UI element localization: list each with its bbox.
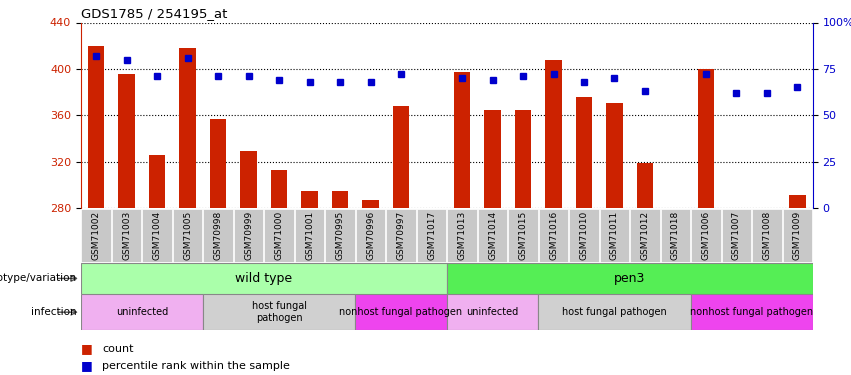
Text: GSM71004: GSM71004 [152, 211, 162, 260]
Bar [637, 163, 654, 208]
Text: uninfected: uninfected [116, 307, 168, 317]
Text: GDS1785 / 254195_at: GDS1785 / 254195_at [81, 7, 227, 20]
Bar [447, 294, 538, 330]
Text: GSM71005: GSM71005 [183, 211, 192, 260]
Bar [112, 209, 141, 262]
Text: count: count [102, 344, 134, 354]
Bar [478, 209, 507, 262]
Bar [386, 209, 415, 262]
Bar [265, 209, 294, 262]
Text: GSM71017: GSM71017 [427, 211, 436, 260]
Text: GSM70997: GSM70997 [397, 211, 406, 260]
Text: GSM71014: GSM71014 [488, 211, 497, 260]
Bar [355, 294, 447, 330]
Text: uninfected: uninfected [466, 307, 518, 317]
Text: GSM71000: GSM71000 [275, 211, 283, 260]
Bar [606, 102, 623, 208]
Bar [325, 209, 355, 262]
Text: host fungal pathogen: host fungal pathogen [563, 307, 667, 317]
Text: GSM71016: GSM71016 [549, 211, 558, 260]
Bar [417, 209, 446, 262]
Text: GSM71018: GSM71018 [671, 211, 680, 260]
Text: GSM71011: GSM71011 [610, 211, 619, 260]
Bar [301, 191, 318, 208]
Text: GSM70998: GSM70998 [214, 211, 223, 260]
Text: infection: infection [31, 307, 77, 317]
Bar [209, 119, 226, 208]
Text: GSM71003: GSM71003 [122, 211, 131, 260]
Bar [149, 155, 165, 208]
Text: GSM71001: GSM71001 [305, 211, 314, 260]
Bar [631, 209, 660, 262]
Bar [271, 170, 288, 208]
Text: GSM71012: GSM71012 [641, 211, 649, 260]
Text: GSM71002: GSM71002 [92, 211, 100, 260]
Bar [575, 97, 592, 208]
Text: GSM71015: GSM71015 [518, 211, 528, 260]
Bar [698, 69, 714, 208]
Bar [484, 110, 501, 208]
Text: wild type: wild type [235, 272, 293, 285]
Bar [356, 209, 386, 262]
Bar [783, 209, 812, 262]
Text: ■: ■ [81, 359, 93, 372]
Text: GSM71007: GSM71007 [732, 211, 741, 260]
Bar [447, 262, 813, 294]
Bar [538, 294, 691, 330]
Bar [173, 209, 203, 262]
Text: GSM71008: GSM71008 [762, 211, 772, 260]
Bar [423, 208, 440, 220]
Bar [81, 262, 447, 294]
Bar [332, 191, 348, 208]
Bar [508, 209, 538, 262]
Bar [81, 294, 203, 330]
Bar [569, 209, 598, 262]
Bar [88, 46, 105, 208]
Text: pen3: pen3 [614, 272, 645, 285]
Bar [515, 110, 531, 208]
Text: genotype/variation: genotype/variation [0, 273, 77, 284]
Bar [667, 208, 684, 229]
Text: GSM71009: GSM71009 [793, 211, 802, 260]
Bar [295, 209, 324, 262]
Bar [691, 209, 721, 262]
Bar [180, 48, 196, 208]
Bar [448, 209, 477, 262]
Text: nonhost fungal pathogen: nonhost fungal pathogen [340, 307, 463, 317]
Text: ■: ■ [81, 342, 93, 355]
Text: percentile rank within the sample: percentile rank within the sample [102, 361, 290, 370]
Text: host fungal
pathogen: host fungal pathogen [252, 302, 306, 323]
Bar [722, 209, 751, 262]
Text: GSM71006: GSM71006 [701, 211, 711, 260]
Bar [789, 195, 806, 208]
Text: nonhost fungal pathogen: nonhost fungal pathogen [690, 307, 814, 317]
Bar [142, 209, 172, 262]
Bar [758, 208, 775, 230]
Bar [392, 106, 409, 208]
Bar [454, 72, 471, 208]
Bar [363, 200, 379, 208]
Bar [728, 208, 745, 230]
Bar [82, 209, 111, 262]
Bar [661, 209, 690, 262]
Bar [600, 209, 629, 262]
Text: GSM70999: GSM70999 [244, 211, 253, 260]
Bar [203, 294, 355, 330]
Bar [752, 209, 781, 262]
Bar [539, 209, 568, 262]
Bar [234, 209, 263, 262]
Bar [545, 60, 562, 208]
Bar [240, 151, 257, 208]
Text: GSM70995: GSM70995 [335, 211, 345, 260]
Bar [118, 74, 135, 208]
Text: GSM70996: GSM70996 [366, 211, 375, 260]
Bar [203, 209, 232, 262]
Text: GSM71010: GSM71010 [580, 211, 589, 260]
Text: GSM71013: GSM71013 [458, 211, 466, 260]
Bar [691, 294, 813, 330]
